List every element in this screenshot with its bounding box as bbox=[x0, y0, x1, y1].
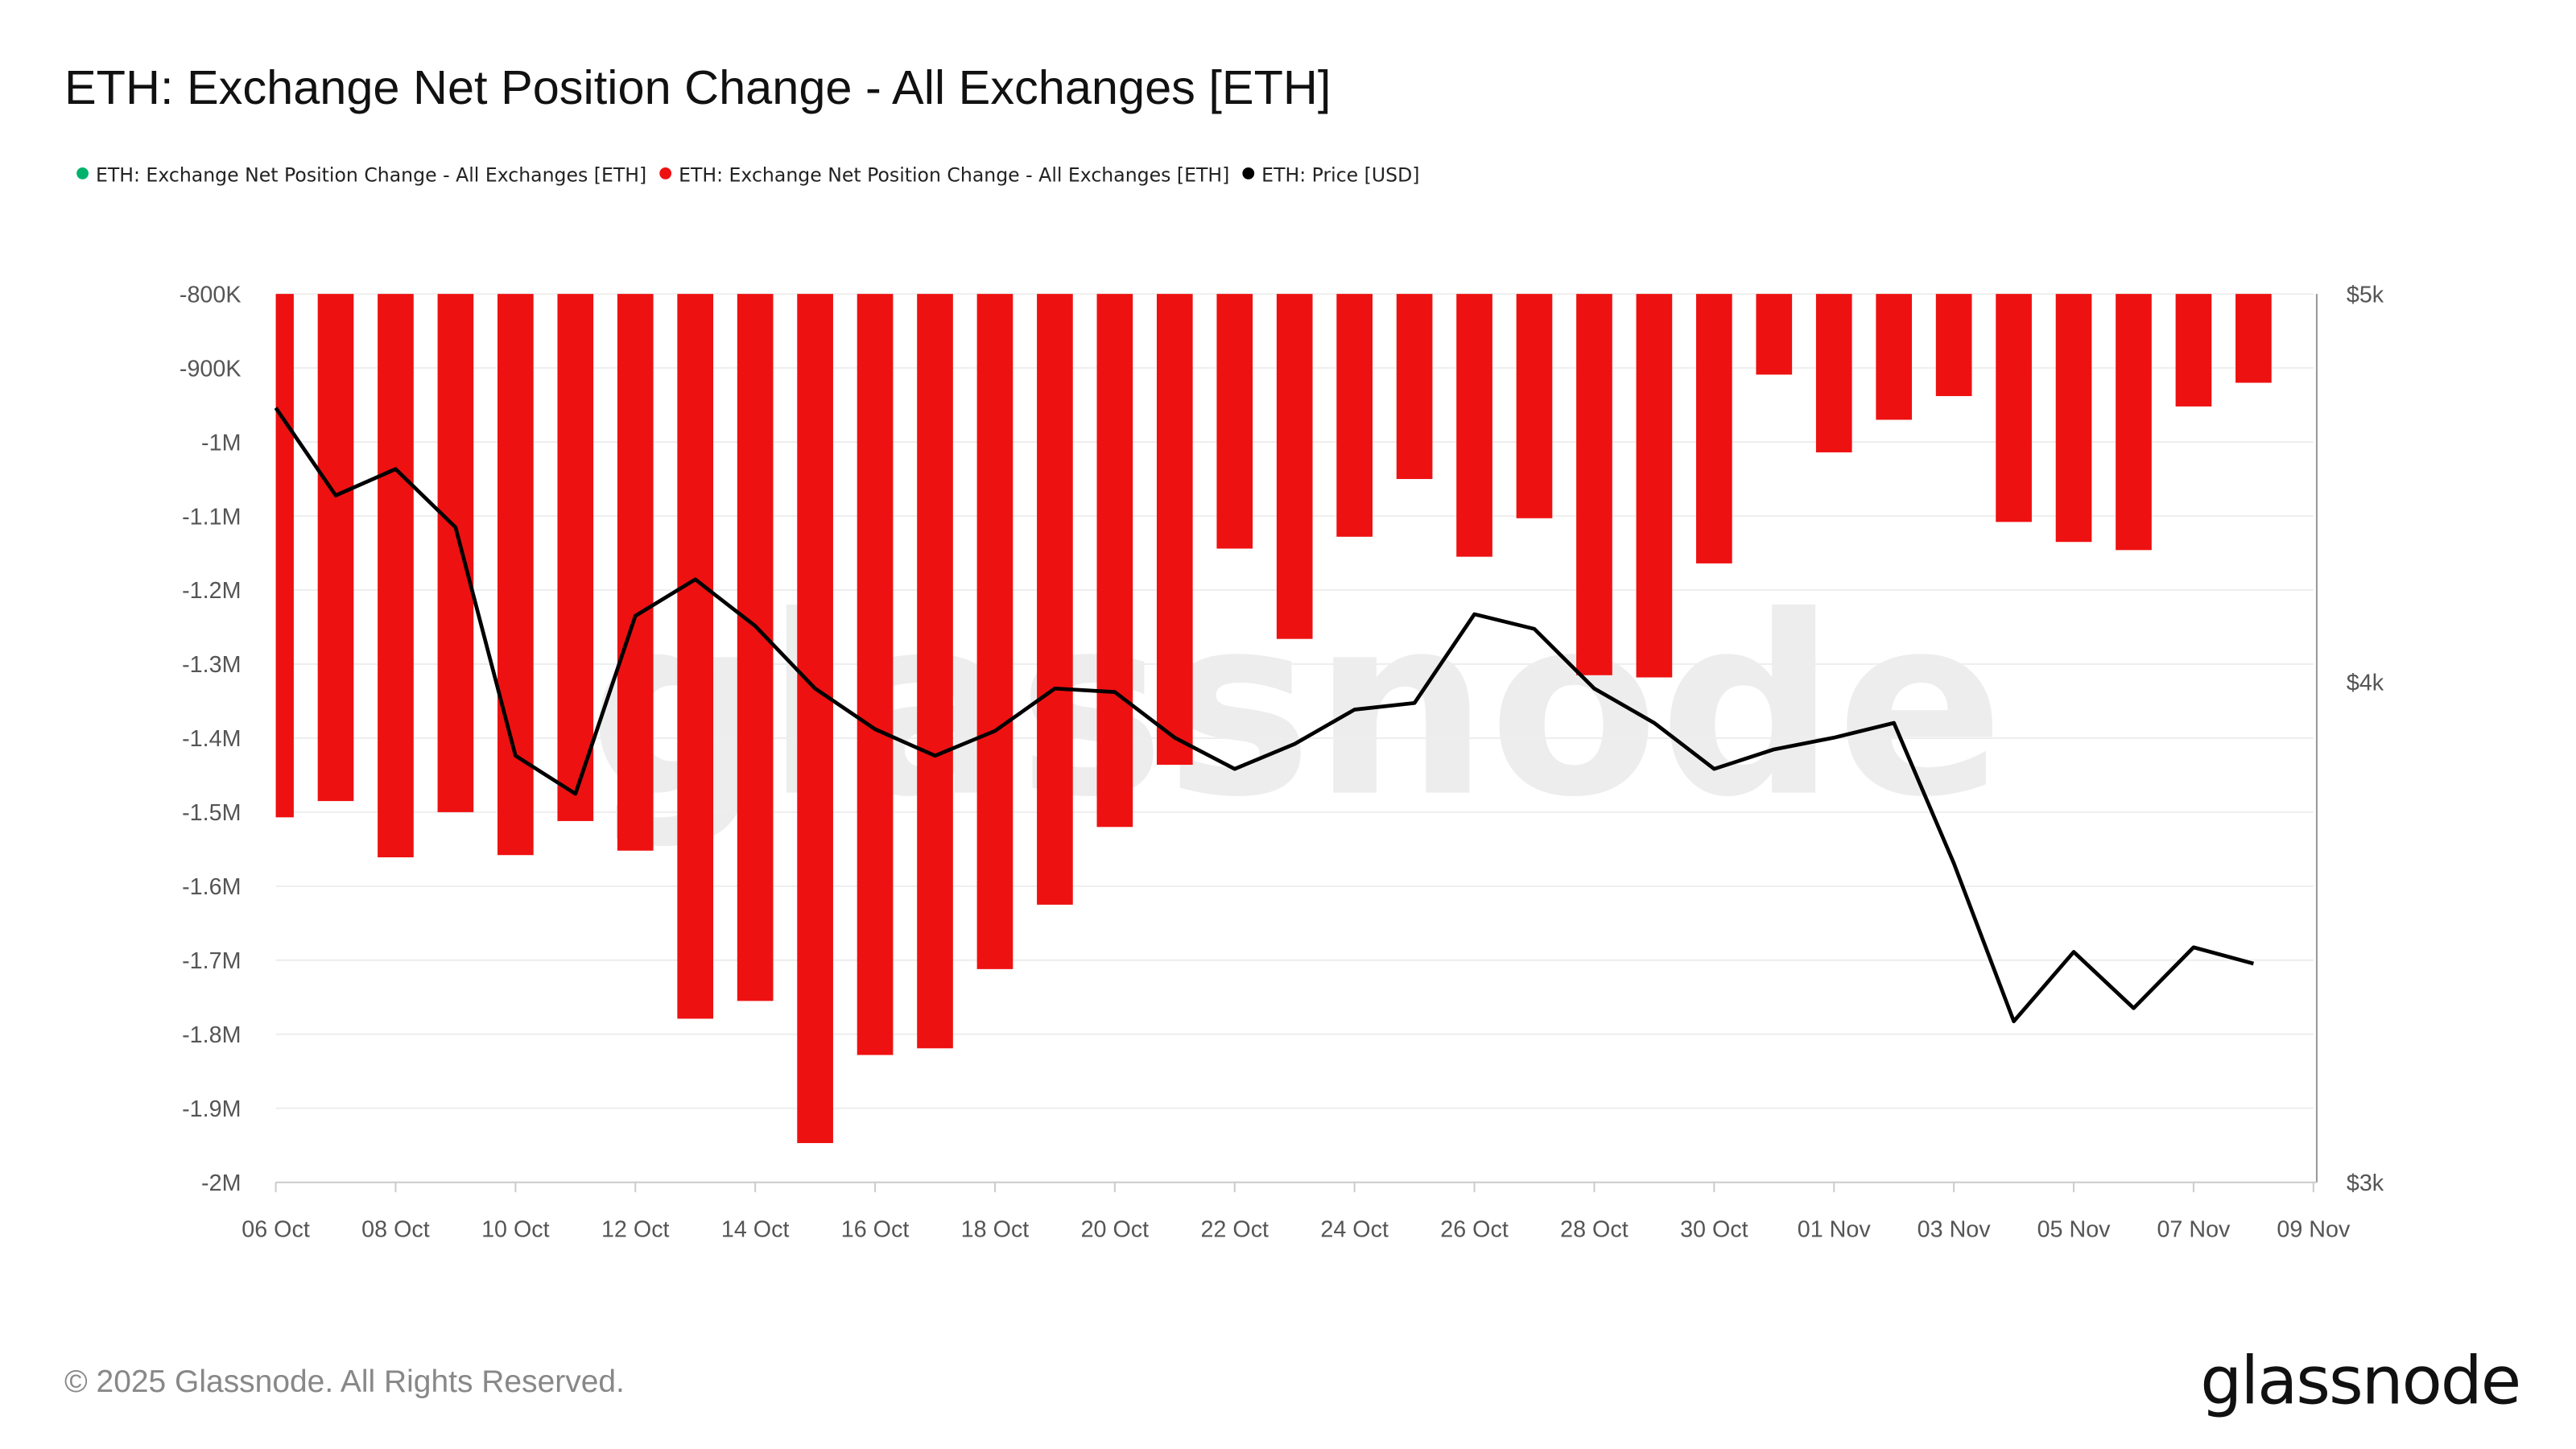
bar-19-oct bbox=[1037, 294, 1073, 905]
bar-22-oct bbox=[1216, 294, 1253, 549]
y-left-tick-label: -2M bbox=[201, 1170, 241, 1196]
x-tick-label: 08 Oct bbox=[361, 1216, 430, 1242]
bar-07-nov bbox=[2175, 294, 2212, 407]
bar-28-oct bbox=[1576, 294, 1612, 675]
legend-marker bbox=[76, 167, 89, 180]
bar-05-nov bbox=[2055, 294, 2092, 543]
legend-label[interactable]: ETH: Exchange Net Position Change - All … bbox=[679, 164, 1229, 187]
bar-06-nov bbox=[2116, 294, 2152, 551]
bar-02-nov bbox=[1876, 294, 1913, 420]
x-tick-label: 09 Nov bbox=[2277, 1216, 2351, 1242]
y-left-tick-label: -900K bbox=[180, 356, 242, 382]
bars bbox=[275, 294, 2272, 1143]
bar-13-oct bbox=[677, 294, 714, 1019]
bar-18-oct bbox=[976, 294, 1013, 969]
price-line-group bbox=[274, 407, 2255, 1024]
y-right-tick-label: $3k bbox=[2347, 1170, 2384, 1196]
bar-27-oct bbox=[1516, 294, 1553, 518]
bar-30-oct bbox=[1696, 294, 1732, 564]
bar-09-oct bbox=[437, 294, 474, 812]
x-tick-label: 03 Nov bbox=[1918, 1216, 1992, 1242]
bar-08-oct bbox=[378, 294, 414, 857]
y-right-tick-label: $4k bbox=[2347, 670, 2384, 696]
bar-25-oct bbox=[1396, 294, 1433, 480]
bar-07-oct bbox=[317, 294, 354, 802]
legend-label[interactable]: ETH: Price [USD] bbox=[1261, 164, 1419, 187]
y-left-tick-label: -1.5M bbox=[182, 800, 241, 826]
bar-04-nov bbox=[1996, 294, 2032, 522]
bar-23-oct bbox=[1276, 294, 1313, 639]
legend: ETH: Exchange Net Position Change - All … bbox=[76, 164, 1419, 187]
bar-14-oct bbox=[737, 294, 774, 1001]
bar-10-oct bbox=[497, 294, 534, 856]
x-tick-label: 26 Oct bbox=[1440, 1216, 1509, 1242]
y-left-tick-label: -1.7M bbox=[182, 948, 241, 974]
bar-11-oct bbox=[557, 294, 594, 821]
chart-title: ETH: Exchange Net Position Change - All … bbox=[64, 60, 1331, 114]
y-left-tick-label: -1.9M bbox=[182, 1096, 241, 1122]
bar-06-oct bbox=[275, 294, 294, 818]
y-right-tick-label: $5k bbox=[2347, 282, 2384, 308]
bar-31-oct bbox=[1756, 294, 1793, 375]
x-tick-label: 12 Oct bbox=[601, 1216, 670, 1242]
axes: -800K -900K -1M -1.1M -1.2M -1.3M -1.4M -1.5M -1… bbox=[180, 282, 2384, 1242]
x-tick-label: 10 Oct bbox=[481, 1216, 550, 1242]
x-tick-label: 28 Oct bbox=[1560, 1216, 1629, 1242]
x-tick-label: 22 Oct bbox=[1200, 1216, 1269, 1242]
y-left-tick-label: -1.8M bbox=[182, 1022, 241, 1048]
y-left-tick-label: -1M bbox=[201, 430, 241, 456]
x-tick-label: 16 Oct bbox=[841, 1216, 910, 1242]
price-line bbox=[274, 407, 2255, 1024]
bar-24-oct bbox=[1336, 294, 1373, 537]
y-left-tick-label: -800K bbox=[180, 282, 242, 308]
legend-marker bbox=[659, 167, 672, 180]
bar-08-nov bbox=[2235, 294, 2272, 383]
legend-marker bbox=[1242, 167, 1255, 180]
x-tick-label: 14 Oct bbox=[721, 1216, 790, 1242]
y-left-tick-label: -1.1M bbox=[182, 504, 241, 530]
y-left-tick-label: -1.4M bbox=[182, 726, 241, 752]
bar-16-oct bbox=[857, 294, 894, 1055]
glassnode-logo: glassnode bbox=[2200, 1344, 2520, 1420]
y-left-tick-label: -1.6M bbox=[182, 874, 241, 900]
legend-label[interactable]: ETH: Exchange Net Position Change - All … bbox=[96, 164, 646, 187]
bar-17-oct bbox=[917, 294, 953, 1049]
x-tick-label: 07 Nov bbox=[2157, 1216, 2231, 1242]
x-tick-label: 06 Oct bbox=[242, 1216, 310, 1242]
x-tick-label: 05 Nov bbox=[2037, 1216, 2112, 1242]
y-left-tick-label: -1.3M bbox=[182, 652, 241, 678]
bar-12-oct bbox=[617, 294, 654, 851]
y-left-tick-label: -1.2M bbox=[182, 578, 241, 604]
x-tick-label: 20 Oct bbox=[1081, 1216, 1150, 1242]
x-tick-label: 24 Oct bbox=[1320, 1216, 1389, 1242]
bar-03-nov bbox=[1935, 294, 1972, 397]
x-tick-label: 01 Nov bbox=[1798, 1216, 1872, 1242]
copyright: © 2025 Glassnode. All Rights Reserved. bbox=[64, 1364, 625, 1399]
bar-26-oct bbox=[1456, 294, 1492, 557]
x-tick-label: 30 Oct bbox=[1680, 1216, 1748, 1242]
bar-01-nov bbox=[1815, 294, 1852, 452]
bar-20-oct bbox=[1096, 294, 1133, 828]
bar-21-oct bbox=[1156, 294, 1193, 766]
bar-15-oct bbox=[797, 294, 833, 1143]
x-tick-label: 18 Oct bbox=[961, 1216, 1030, 1242]
bar-29-oct bbox=[1636, 294, 1673, 678]
